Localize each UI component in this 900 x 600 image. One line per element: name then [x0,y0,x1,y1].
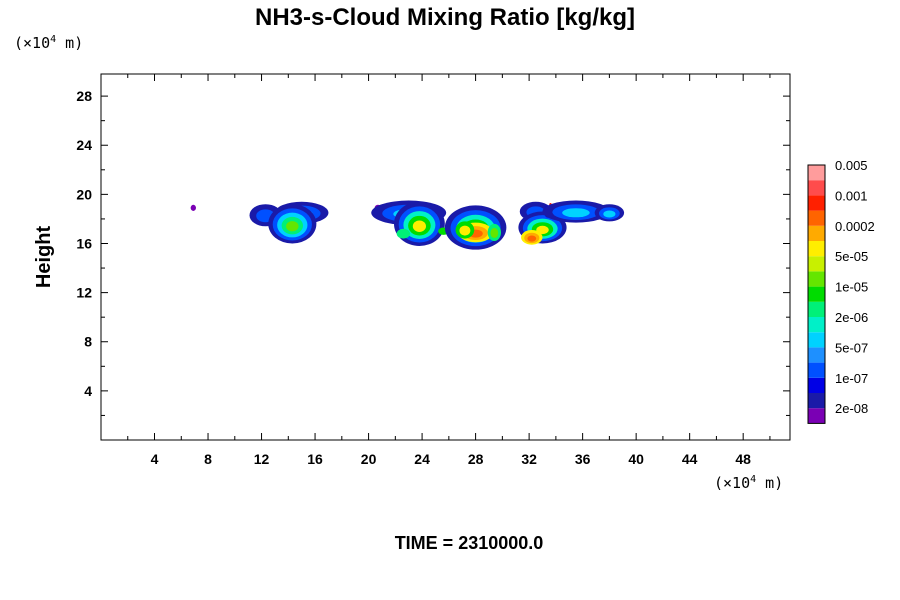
colorbar-label: 0.001 [835,188,868,203]
cloud-contour [490,228,499,239]
cloud-cell [190,204,196,211]
cloud-cell [268,204,317,244]
x-tick-label: 40 [628,451,644,467]
colorbar-swatch [808,210,825,226]
x-tick-label: 48 [735,451,751,467]
colorbar-swatch [808,362,825,378]
colorbar-swatch [808,195,825,211]
cloud-contour [396,228,411,239]
x-tick-label: 20 [361,451,377,467]
x-tick-label: 16 [307,451,323,467]
colorbar-label: 0.005 [835,158,868,173]
x-tick-label: 4 [151,451,159,467]
cloud-cell [542,200,610,223]
y-tick-label: 20 [76,186,92,202]
cloud-contour [412,220,427,232]
colorbar-swatch [808,225,825,241]
cloud-cell [393,201,445,246]
y-axis-label: Height [33,226,55,289]
colorbar-swatch [808,165,825,181]
plot-area [100,73,791,441]
colorbar-swatch [808,332,825,348]
cloud-cell [487,223,502,242]
y-axis-unit: (×104 m) [14,34,83,52]
cloud-cell [521,229,543,245]
y-tick-label: 28 [76,88,92,104]
y-tick-label: 8 [84,334,92,350]
cloud-contour [562,208,590,218]
colorbar-swatch [808,286,825,302]
cloud-contour [603,210,616,218]
colorbar-label: 1e-05 [835,280,868,295]
cloud-fields [190,200,625,250]
x-tick-label: 24 [414,451,430,467]
x-tick-labels: 4 8 12 16 20 24 28 32 36 40 44 48 [151,451,752,467]
colorbar: 2e-08 1e-07 5e-07 2e-06 1e-05 5e-05 0.0002 0.00… [807,158,875,424]
colorbar-label: 5e-05 [835,249,868,264]
x-axis-unit: (×104 m) [714,474,783,492]
cloud-cell [594,204,625,222]
y-tick-label: 16 [76,235,92,251]
cloud-contour [286,221,299,232]
colorbar-swatch [808,256,825,272]
y-tick-labels: 4 8 12 16 20 24 28 [76,88,92,399]
x-tick-label: 36 [575,451,591,467]
colorbar-swatch [808,408,825,424]
x-tick-label: 32 [521,451,537,467]
colorbar-swatch [808,347,825,363]
colorbar-swatch [808,180,825,196]
y-tick-label: 24 [76,137,92,153]
y-tick-label: 12 [76,285,92,301]
x-tick-label: 8 [204,451,212,467]
colorbar-label: 2e-06 [835,310,868,325]
colorbar-swatch [808,241,825,257]
time-label: TIME = 2310000.0 [395,533,544,553]
colorbar-label: 5e-07 [835,340,868,355]
x-tick-label: 12 [254,451,270,467]
colorbar-frame [807,164,826,424]
cloud-contour [527,235,537,242]
cloud-cell [396,228,411,239]
colorbar-label: 0.0002 [835,219,875,234]
y-tick-label: 4 [84,383,92,399]
colorbar-swatch [808,301,825,317]
cloud-contour [190,204,196,211]
colorbar-label: 1e-07 [835,371,868,386]
cloud-contour [459,225,471,236]
colorbar-swatch [808,317,825,333]
colorbar-swatch [808,271,825,287]
chart-title: NH3-s-Cloud Mixing Ratio [kg/kg] [255,4,635,31]
colorbar-swatch [808,377,825,393]
colorbar-label: 2e-08 [835,401,868,416]
cloud-cell [455,221,475,239]
x-tick-label: 28 [468,451,484,467]
colorbar-swatch [808,393,825,409]
x-tick-label: 44 [682,451,698,467]
cloud-contour [536,225,549,235]
axis-ticks [101,74,790,440]
